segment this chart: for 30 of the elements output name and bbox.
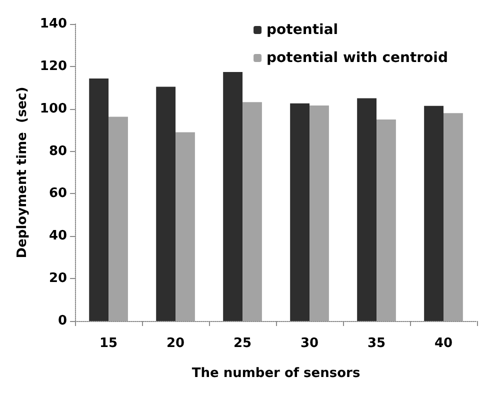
- y-tick-label: 140: [40, 16, 68, 32]
- y-tick-label: 120: [40, 58, 68, 74]
- bar: [223, 72, 243, 321]
- bar: [444, 113, 463, 321]
- x-axis-title: The number of sensors: [192, 366, 360, 381]
- y-tick-label: 60: [48, 186, 68, 202]
- legend-label: potential with centroid: [266, 50, 448, 66]
- bar: [108, 116, 128, 321]
- y-tick-label: 80: [48, 144, 68, 159]
- x-tick-label: 30: [300, 336, 319, 351]
- x-tick-label: 25: [233, 336, 252, 351]
- bar: [310, 105, 329, 321]
- y-tick-label: 0: [58, 314, 68, 328]
- bar: [424, 106, 444, 321]
- bar: [290, 103, 310, 321]
- y-tick-label: 20: [48, 271, 68, 286]
- x-tick-label: 20: [166, 336, 185, 351]
- y-tick-label: 100: [40, 101, 68, 116]
- x-tick-label: 40: [434, 336, 453, 351]
- legend-label: potential: [266, 22, 338, 38]
- bar: [89, 78, 109, 321]
- bar: [242, 102, 262, 321]
- x-tick-label: 15: [99, 336, 118, 351]
- bar: [156, 86, 176, 321]
- y-tick-label: 40: [48, 228, 68, 244]
- bar: [176, 132, 195, 321]
- x-tick-label: 35: [367, 336, 386, 351]
- bar: [376, 119, 396, 321]
- y-axis-title: Deployment time (sec): [15, 86, 30, 258]
- bar: [357, 98, 377, 321]
